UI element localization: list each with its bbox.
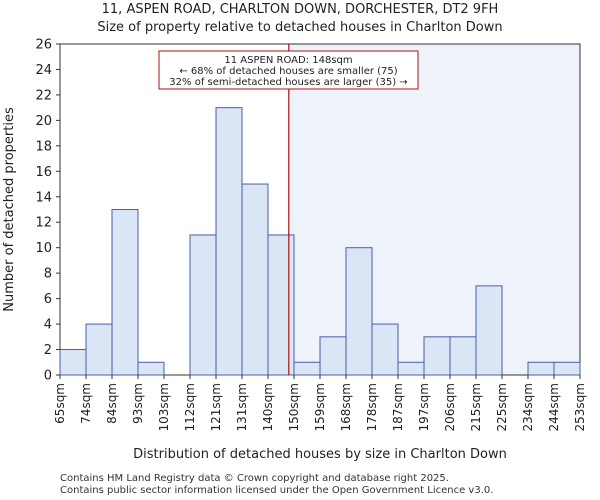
x-tick-label: 74sqm [79, 383, 93, 424]
x-tick-label: 197sqm [417, 383, 431, 431]
y-tick-label: 8 [44, 267, 52, 282]
y-tick-label: 4 [44, 318, 52, 333]
y-tick-label: 16 [35, 165, 52, 180]
x-tick-label: 150sqm [287, 383, 301, 431]
x-tick-label: 103sqm [157, 383, 171, 431]
x-tick-label: 225sqm [495, 383, 509, 431]
histogram-bar [189, 234, 217, 376]
histogram-bar [215, 107, 243, 376]
x-tick-label: 187sqm [391, 383, 405, 431]
y-tick-label: 20 [35, 114, 52, 129]
histogram-bar [137, 361, 165, 376]
y-axis-title: Number of detached properties [2, 107, 17, 312]
histogram-bar [111, 209, 139, 376]
histogram-bar [449, 336, 477, 376]
y-tick-label: 26 [35, 38, 52, 53]
histogram-bar [397, 361, 425, 376]
x-tick-label: 168sqm [339, 383, 353, 431]
x-tick-label: 178sqm [365, 383, 379, 431]
above-property-shade [288, 44, 580, 375]
histogram-bar [371, 323, 399, 376]
histogram-bar [59, 349, 87, 376]
x-tick-label: 121sqm [209, 383, 223, 431]
x-tick-label: 65sqm [53, 383, 67, 424]
annotation-line: 32% of semi-detached houses are larger (… [169, 77, 407, 88]
histogram-bar [241, 183, 269, 376]
x-tick-label: 93sqm [131, 383, 145, 424]
y-tick-label: 10 [35, 241, 52, 256]
histogram-bar [267, 234, 295, 376]
x-tick-label: 140sqm [261, 383, 275, 431]
histogram-bar [85, 323, 113, 376]
x-tick-label: 159sqm [313, 383, 327, 431]
histogram-bar [527, 361, 555, 376]
y-tick-label: 2 [44, 343, 52, 358]
y-tick-label: 24 [35, 63, 52, 78]
histogram-bar [423, 336, 451, 376]
chart-title-line2: Size of property relative to detached ho… [97, 20, 503, 35]
annotation-box [158, 50, 419, 90]
annotation-line: ← 68% of detached houses are smaller (75… [179, 66, 397, 77]
histogram-bar [319, 336, 347, 376]
histogram-bar [553, 361, 581, 376]
y-tick-label: 18 [35, 139, 52, 154]
chart-title-line1: 11, ASPEN ROAD, CHARLTON DOWN, DORCHESTE… [101, 2, 499, 17]
annotation-line: 11 ASPEN ROAD: 148sqm [224, 55, 352, 66]
histogram-bar [293, 361, 321, 376]
y-tick-label: 0 [44, 369, 52, 384]
y-tick-label: 6 [44, 292, 52, 307]
x-tick-label: 234sqm [521, 383, 535, 431]
x-tick-label: 112sqm [183, 383, 197, 431]
histogram-bar [345, 247, 373, 376]
footer-licence: Contains public sector information licen… [60, 485, 494, 496]
x-tick-label: 244sqm [547, 383, 561, 431]
x-tick-label: 131sqm [235, 383, 249, 431]
y-tick-label: 14 [35, 190, 52, 205]
x-tick-label: 253sqm [573, 383, 587, 431]
x-tick-label: 215sqm [469, 383, 483, 431]
x-axis-title: Distribution of detached houses by size … [133, 447, 507, 462]
x-tick-label: 206sqm [443, 383, 457, 431]
footer-copyright: Contains HM Land Registry data © Crown c… [60, 473, 449, 484]
y-tick-label: 22 [35, 88, 52, 103]
y-tick-label: 12 [35, 216, 52, 231]
x-tick-label: 84sqm [105, 383, 119, 424]
histogram-bar [475, 285, 503, 376]
